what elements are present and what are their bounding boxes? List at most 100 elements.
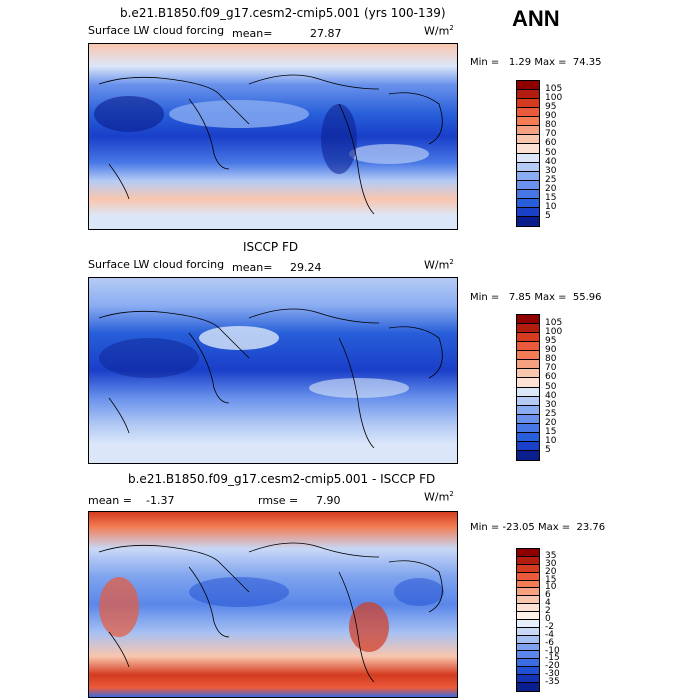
panel2-colorbar — [516, 314, 540, 461]
colorbar-segment — [517, 216, 539, 226]
colorbar-tick-label: 105 — [545, 84, 563, 95]
colorbar-segment — [517, 153, 539, 163]
panel2-map — [88, 277, 458, 464]
colorbar-tick-label: 95 — [545, 336, 557, 347]
colorbar-segment — [517, 180, 539, 190]
colorbar-tick-label: 5 — [545, 210, 551, 221]
colorbar-segment — [517, 432, 539, 442]
colorbar-tick-label: 70 — [545, 363, 557, 374]
colorbar-segment — [517, 549, 539, 557]
panel2-units: W/m2 — [424, 258, 454, 272]
colorbar-segment — [517, 162, 539, 172]
colorbar-tick-label: 90 — [545, 345, 557, 356]
colorbar-segment — [517, 619, 539, 628]
colorbar-segment — [517, 612, 539, 620]
colorbar-tick-label: 10 — [545, 435, 557, 446]
colorbar-tick-label: 80 — [545, 120, 557, 131]
colorbar-segment — [517, 108, 539, 118]
colorbar-segment — [517, 556, 539, 565]
colorbar-tick-label: -20 — [545, 661, 560, 672]
colorbar-segment — [517, 387, 539, 397]
colorbar-tick-label: 15 — [545, 426, 557, 437]
panel3-mean-value: -1.37 — [146, 494, 175, 507]
panel3-colorbar — [516, 548, 540, 692]
colorbar-tick-label: -35 — [545, 677, 560, 688]
colorbar-segment — [517, 643, 539, 652]
colorbar-segment — [517, 333, 539, 343]
colorbar-tick-label: 15 — [545, 192, 557, 203]
panel3-map — [88, 511, 458, 698]
colorbar-tick-label: -4 — [545, 629, 554, 640]
colorbar-tick-label: 30 — [545, 399, 557, 410]
colorbar-tick-label: 60 — [545, 372, 557, 383]
colorbar-tick-label: 80 — [545, 354, 557, 365]
colorbar-tick-label: 25 — [545, 408, 557, 419]
colorbar-tick-label: -30 — [545, 669, 560, 680]
colorbar-segment — [517, 342, 539, 352]
colorbar-tick-label: 20 — [545, 566, 557, 577]
colorbar-segment — [517, 405, 539, 415]
colorbar-tick-label: 20 — [545, 183, 557, 194]
colorbar-tick-label: 2 — [545, 606, 551, 617]
colorbar-tick-label: -6 — [545, 637, 554, 648]
colorbar-tick-label: 100 — [545, 327, 563, 338]
colorbar-tick-label: 100 — [545, 93, 563, 104]
colorbar-segment — [517, 324, 539, 334]
colorbar-segment — [517, 351, 539, 361]
colorbar-segment — [517, 635, 539, 644]
colorbar-tick-label: 30 — [545, 558, 557, 569]
panel1-colorbar — [516, 80, 540, 227]
panel1-mean-value: 27.87 — [310, 27, 342, 40]
colorbar-segment — [517, 99, 539, 109]
panel1-units: W/m2 — [424, 24, 454, 38]
colorbar-tick-label: 90 — [545, 111, 557, 122]
colorbar-tick-label: -10 — [545, 645, 560, 656]
colorbar-tick-label: 95 — [545, 102, 557, 113]
panel3-minmax: Min = -23.05 Max = 23.76 — [470, 522, 606, 533]
colorbar-segment — [517, 682, 539, 691]
panel1-minmax: Min = 1.29 Max = 74.35 — [470, 57, 602, 68]
colorbar-tick-label: 4 — [545, 598, 551, 609]
colorbar-segment — [517, 189, 539, 199]
colorbar-tick-label: 70 — [545, 129, 557, 140]
colorbar-tick-label: 0 — [545, 614, 551, 624]
colorbar-segment — [517, 81, 539, 91]
panel3-title: b.e21.B1850.f09_g17.cesm2-cmip5.001 - IS… — [128, 472, 436, 486]
colorbar-segment — [517, 207, 539, 217]
colorbar-segment — [517, 564, 539, 573]
colorbar-segment — [517, 315, 539, 325]
panel1-mean-label: mean= — [232, 27, 273, 40]
colorbar-segment — [517, 675, 539, 683]
panel2-mean-label: mean= — [232, 261, 273, 274]
colorbar-segment — [517, 369, 539, 379]
season-label: ANN — [512, 6, 560, 31]
panel2-title: ISCCP FD — [243, 240, 299, 254]
colorbar-tick-label: 10 — [545, 582, 557, 593]
colorbar-tick-label: 40 — [545, 390, 557, 401]
panel3-rmse-label: rmse = — [258, 494, 299, 507]
colorbar-tick-label: 6 — [545, 590, 551, 601]
colorbar-segment — [517, 423, 539, 433]
colorbar-tick-label: -15 — [545, 653, 560, 664]
colorbar-segment — [517, 450, 539, 460]
colorbar-segment — [517, 414, 539, 424]
colorbar-segment — [517, 135, 539, 145]
colorbar-segment — [517, 604, 539, 612]
colorbar-segment — [517, 360, 539, 370]
colorbar-tick-label: -2 — [545, 621, 554, 632]
colorbar-tick-label: 10 — [545, 201, 557, 212]
panel1-title: b.e21.B1850.f09_g17.cesm2-cmip5.001 (yrs… — [120, 6, 446, 20]
colorbar-segment — [517, 588, 539, 597]
colorbar-segment — [517, 90, 539, 100]
colorbar-tick-label: 50 — [545, 381, 557, 392]
panel1-map — [88, 43, 458, 230]
colorbar-segment — [517, 117, 539, 127]
colorbar-segment — [517, 198, 539, 208]
colorbar-segment — [517, 441, 539, 451]
colorbar-segment — [517, 126, 539, 136]
panel2-mean-value: 29.24 — [290, 261, 322, 274]
colorbar-tick-label: 40 — [545, 156, 557, 167]
colorbar-tick-label: 35 — [545, 550, 557, 561]
colorbar-segment — [517, 144, 539, 154]
colorbar-segment — [517, 651, 539, 660]
